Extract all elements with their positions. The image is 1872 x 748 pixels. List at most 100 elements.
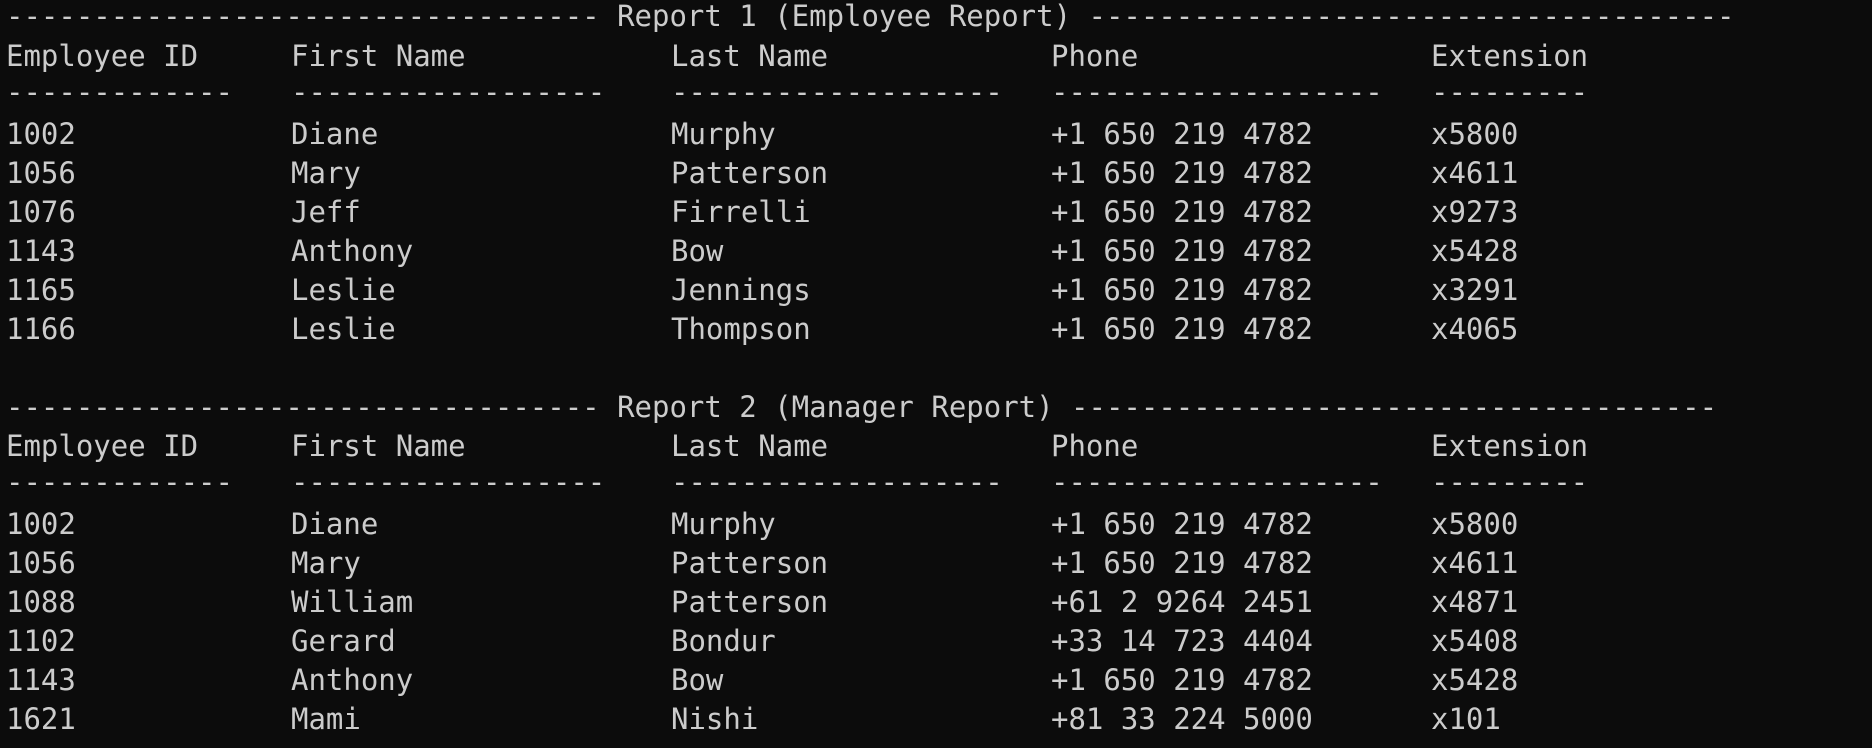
report1-header-extension: Extension: [1431, 39, 1589, 73]
first-name-cell: Gerard: [291, 624, 396, 658]
report1-header-employee-id: Employee ID: [6, 39, 199, 73]
extension-cell: x4611: [1431, 546, 1519, 580]
report1-header-last-name: Last Name: [671, 39, 829, 73]
report1-underline-phone: -------------------: [1051, 75, 1383, 109]
table-row: 1166 Leslie Thompson +1 650 219 4782 x40…: [6, 310, 1518, 349]
extension-cell: x101: [1431, 702, 1501, 736]
employee-id-cell: 1165: [6, 273, 76, 307]
report1-header-phone: Phone: [1051, 39, 1139, 73]
report1-underline-last-name: -------------------: [671, 75, 1003, 109]
first-name-cell: William: [291, 585, 414, 619]
phone-cell: +1 650 219 4782: [1051, 117, 1313, 151]
employee-id-cell: 1102: [6, 624, 76, 658]
report1-title: Report 1 (Employee Report): [599, 0, 1089, 33]
first-name-cell: Mary: [291, 546, 361, 580]
report1-banner-right-rule: -------------------------------------: [1088, 0, 1735, 33]
report2-banner: ---------------------------------- Repor…: [6, 388, 1717, 427]
report2-underline-extension: ---------: [1431, 465, 1589, 499]
phone-cell: +1 650 219 4782: [1051, 156, 1313, 190]
employee-id-cell: 1621: [6, 702, 76, 736]
report2-header-phone: Phone: [1051, 429, 1139, 463]
last-name-cell: Bow: [671, 663, 724, 697]
phone-cell: +1 650 219 4782: [1051, 546, 1313, 580]
phone-cell: +1 650 219 4782: [1051, 507, 1313, 541]
phone-cell: +1 650 219 4782: [1051, 273, 1313, 307]
first-name-cell: Anthony: [291, 663, 414, 697]
last-name-cell: Jennings: [671, 273, 811, 307]
report2-underline-employee-id: -------------: [6, 465, 233, 499]
extension-cell: x4065: [1431, 312, 1519, 346]
table-row: 1002 Diane Murphy +1 650 219 4782 x5800: [6, 505, 1518, 544]
report2-title: Report 2 (Manager Report): [599, 390, 1072, 424]
table-row: 1621 Mami Nishi +81 33 224 5000 x101: [6, 700, 1501, 739]
table-row: 1102 Gerard Bondur +33 14 723 4404 x5408: [6, 622, 1518, 661]
employee-id-cell: 1002: [6, 507, 76, 541]
extension-cell: x4611: [1431, 156, 1519, 190]
report1-underline-row: ------------- ------------------ -------…: [6, 73, 1588, 112]
extension-cell: x5428: [1431, 663, 1519, 697]
employee-id-cell: 1002: [6, 117, 76, 151]
table-row: 1143 Anthony Bow +1 650 219 4782 x5428: [6, 661, 1518, 700]
table-row: 1056 Mary Patterson +1 650 219 4782 x461…: [6, 154, 1518, 193]
employee-id-cell: 1088: [6, 585, 76, 619]
first-name-cell: Diane: [291, 507, 379, 541]
last-name-cell: Patterson: [671, 546, 829, 580]
report1-underline-extension: ---------: [1431, 75, 1589, 109]
report1-banner-left-rule: ----------------------------------: [6, 0, 600, 33]
last-name-cell: Patterson: [671, 585, 829, 619]
phone-cell: +1 650 219 4782: [1051, 195, 1313, 229]
report1-header-row: Employee ID First Name Last Name Phone E…: [6, 37, 1588, 76]
report1-underline-employee-id: -------------: [6, 75, 233, 109]
phone-cell: +1 650 219 4782: [1051, 312, 1313, 346]
report2-header-last-name: Last Name: [671, 429, 829, 463]
first-name-cell: Jeff: [291, 195, 361, 229]
last-name-cell: Murphy: [671, 507, 776, 541]
last-name-cell: Patterson: [671, 156, 829, 190]
report1-underline-first-name: ------------------: [291, 75, 606, 109]
report2-underline-phone: -------------------: [1051, 465, 1383, 499]
first-name-cell: Anthony: [291, 234, 414, 268]
report2-banner-right-rule: -------------------------------------: [1071, 390, 1718, 424]
first-name-cell: Mami: [291, 702, 361, 736]
extension-cell: x5428: [1431, 234, 1519, 268]
report2-header-row: Employee ID First Name Last Name Phone E…: [6, 427, 1588, 466]
report1-header-first-name: First Name: [291, 39, 466, 73]
table-row: 1143 Anthony Bow +1 650 219 4782 x5428: [6, 232, 1518, 271]
employee-id-cell: 1143: [6, 663, 76, 697]
employee-id-cell: 1166: [6, 312, 76, 346]
extension-cell: x3291: [1431, 273, 1519, 307]
report2-header-first-name: First Name: [291, 429, 466, 463]
first-name-cell: Leslie: [291, 312, 396, 346]
extension-cell: x9273: [1431, 195, 1519, 229]
last-name-cell: Thompson: [671, 312, 811, 346]
phone-cell: +1 650 219 4782: [1051, 234, 1313, 268]
table-row: 1165 Leslie Jennings +1 650 219 4782 x32…: [6, 271, 1518, 310]
phone-cell: +33 14 723 4404: [1051, 624, 1313, 658]
report1-banner: ---------------------------------- Repor…: [6, 0, 1735, 36]
last-name-cell: Firrelli: [671, 195, 811, 229]
report2-underline-last-name: -------------------: [671, 465, 1003, 499]
employee-id-cell: 1076: [6, 195, 76, 229]
table-row: 1002 Diane Murphy +1 650 219 4782 x5800: [6, 115, 1518, 154]
last-name-cell: Murphy: [671, 117, 776, 151]
extension-cell: x4871: [1431, 585, 1519, 619]
report2-header-extension: Extension: [1431, 429, 1589, 463]
report2-header-employee-id: Employee ID: [6, 429, 199, 463]
phone-cell: +1 650 219 4782: [1051, 663, 1313, 697]
table-row: 1056 Mary Patterson +1 650 219 4782 x461…: [6, 544, 1518, 583]
first-name-cell: Diane: [291, 117, 379, 151]
extension-cell: x5800: [1431, 117, 1519, 151]
last-name-cell: Bondur: [671, 624, 776, 658]
extension-cell: x5408: [1431, 624, 1519, 658]
phone-cell: +81 33 224 5000: [1051, 702, 1313, 736]
extension-cell: x5800: [1431, 507, 1519, 541]
employee-id-cell: 1056: [6, 546, 76, 580]
last-name-cell: Nishi: [671, 702, 759, 736]
first-name-cell: Leslie: [291, 273, 396, 307]
report2-banner-left-rule: ----------------------------------: [6, 390, 600, 424]
employee-id-cell: 1143: [6, 234, 76, 268]
employee-id-cell: 1056: [6, 156, 76, 190]
table-row: 1088 William Patterson +61 2 9264 2451 x…: [6, 583, 1518, 622]
phone-cell: +61 2 9264 2451: [1051, 585, 1313, 619]
